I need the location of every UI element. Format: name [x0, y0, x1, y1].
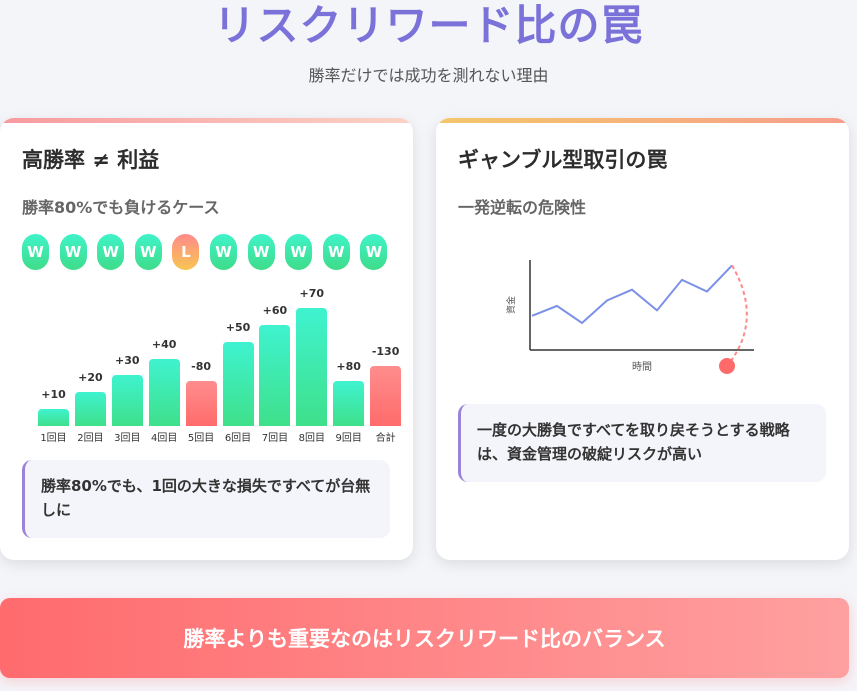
page-subtitle: 勝率だけでは成功を測れない理由 [308, 66, 549, 85]
bar-category-label: 5回目 [187, 433, 215, 444]
win-badge: W [285, 234, 313, 270]
bar-category-label: 2回目 [77, 433, 104, 444]
bar-value-label: +70 [299, 286, 325, 300]
bar [185, 381, 217, 426]
card-accent-bar [0, 118, 413, 123]
bar-category-label: 合計 [375, 433, 396, 444]
bar [333, 381, 365, 426]
bar [259, 324, 291, 426]
card-note: 一度の大勝負ですべてを取り戻そうとする戦略は、資金管理の破綻リスクが高い [458, 404, 826, 482]
bar-value-label: +20 [78, 371, 103, 385]
page-title: リスクリワード比の罠 [213, 1, 644, 50]
card-title: ギャンブル型取引の罠 [458, 148, 668, 172]
bar-category-label: 9回目 [335, 433, 362, 444]
card-subtitle: 一発逆転の危険性 [458, 198, 587, 217]
bar [38, 409, 69, 426]
win-badge: W [22, 234, 49, 270]
loss-badge: L [172, 234, 200, 270]
bar [74, 392, 106, 426]
capital-line [531, 264, 733, 325]
crash-marker [719, 358, 735, 374]
y-axis-label: 資金 [506, 296, 517, 314]
bar-category-label: 8回目 [298, 433, 325, 444]
bar-value-label: -80 [191, 360, 212, 373]
bar-value-label: +50 [225, 320, 251, 334]
win-badge: W [247, 234, 275, 270]
bar-category-label: 4回目 [151, 433, 178, 444]
card-subtitle: 勝率80%でも負けるケース [22, 198, 220, 217]
bar [370, 366, 402, 426]
cumulative-bar-chart: +10 1回目 +20 2回目 +30 3回目 +40 4回目 -80 5回目 +50 6回目 +60 7… [38, 286, 408, 468]
conclusion-banner: 勝率よりも重要なのはリスクリワード比のバランス [0, 598, 849, 678]
bar-value-label: +30 [115, 354, 140, 368]
bar-value-label: +80 [336, 360, 361, 373]
win-badge: W [134, 234, 162, 270]
card-title: 高勝率 ≠ 利益 [22, 148, 160, 172]
win-badge: W [322, 234, 350, 270]
win-badge: W [210, 234, 237, 270]
card-accent-bar [436, 118, 849, 123]
bar-value-label: +10 [41, 388, 66, 402]
crash-curve [726, 264, 748, 367]
bar [111, 375, 143, 426]
bar-category-label: 1回目 [40, 433, 67, 444]
bar-category-label: 7回目 [261, 433, 289, 444]
x-axis-label: 時間 [632, 361, 652, 373]
gamble-trade-card: ギャンブル型取引の罠 一発逆転の危険性 資金 時間 一度の大勝負ですべてを取り戻… [436, 118, 849, 560]
win-badge: W [59, 234, 87, 270]
capital-line-chart: 資金 時間 [506, 260, 754, 374]
card-note: 勝率80%でも、1回の大きな損失ですべてが台無しに [22, 460, 390, 538]
bar-value-label: +40 [151, 337, 177, 351]
win-badge: W [97, 234, 125, 270]
bar [222, 341, 254, 426]
win-badge: W [360, 234, 388, 270]
bar-category-label: 3回目 [114, 433, 141, 444]
bar-category-label: 6回目 [224, 433, 252, 444]
bar [148, 358, 180, 426]
bar-value-label: +60 [262, 303, 288, 317]
bar-value-label: -130 [371, 345, 400, 358]
bar [296, 307, 328, 426]
